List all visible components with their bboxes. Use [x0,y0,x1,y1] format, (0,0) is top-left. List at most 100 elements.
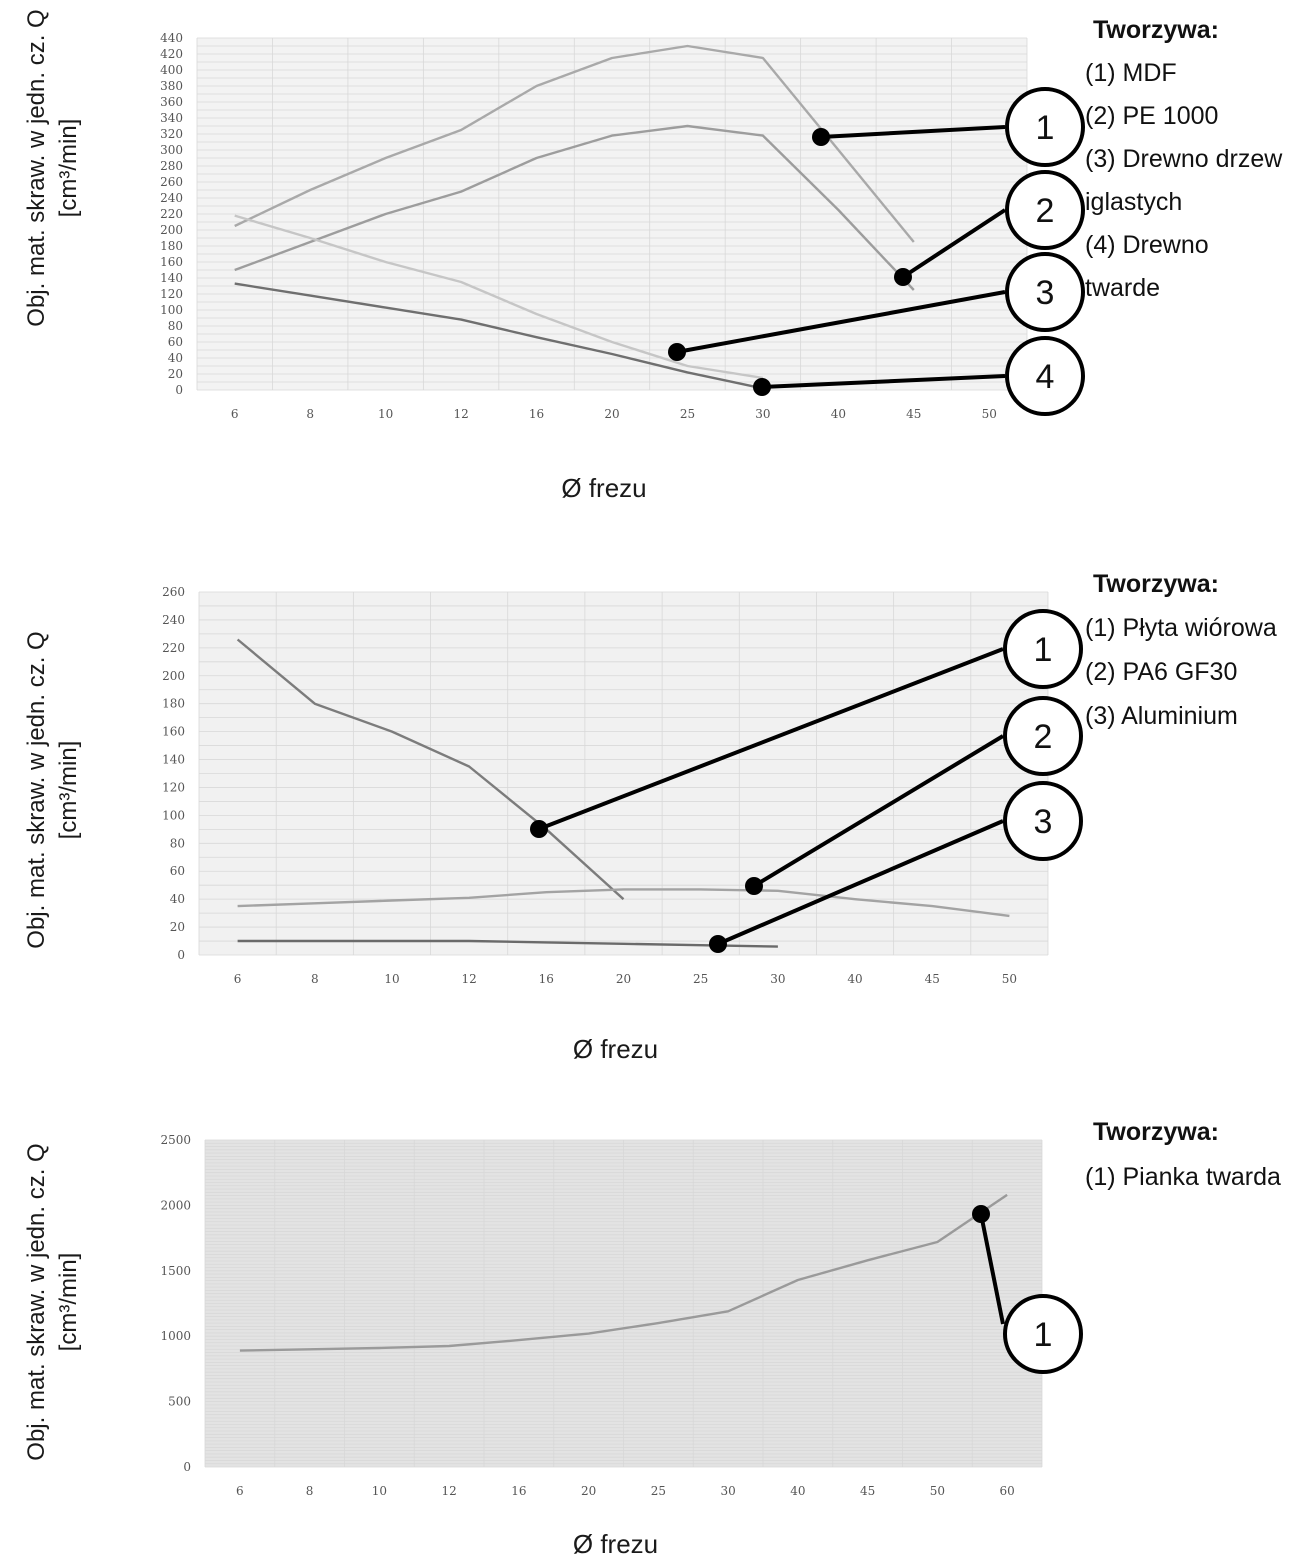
x-tick-label: 6 [234,972,242,986]
x-tick-label: 10 [384,972,399,986]
y-tick-label: 300 [160,143,183,157]
x-tick-label: 16 [511,1484,526,1498]
x-axis-label: Ø frezu [573,1529,658,1559]
x-tick-label: 30 [755,407,770,421]
x-tick-label: 40 [847,972,862,986]
y-tick-label: 380 [160,79,183,93]
legend-item: (1) Pianka twarda [1085,1163,1281,1191]
callout-number-4: 4 [1036,358,1055,396]
x-tick-label: 20 [581,1484,596,1498]
y-tick-label: 400 [160,63,183,77]
series-line-2 [234,124,915,291]
x-tick-label: 20 [604,407,619,421]
x-tick-label: 10 [372,1484,387,1498]
gridlines [204,1139,1043,1468]
callout-circle-3 [1005,252,1085,332]
y-tick-label: 500 [168,1395,191,1409]
y-tick-label: 20 [170,920,185,934]
x-tick-label: 45 [906,407,921,421]
series-line-1 [236,638,625,901]
y-tick-label: 1000 [160,1329,191,1343]
y-tick-label: 420 [160,47,183,61]
callout-circle-1 [1003,1294,1083,1374]
y-tick-label: 0 [183,1460,191,1474]
series-line-1 [234,44,915,243]
legend: Tworzywa: (1) MDF (2) PE 1000 (3) Drewno dr… [1085,16,1283,302]
legend-title: Tworzywa: [1093,570,1219,598]
y-tick-label: 180 [162,697,185,711]
x-tick-label: 40 [790,1484,805,1498]
callout-circle-4 [1005,336,1085,416]
y-tick-label: 160 [162,725,185,739]
chart-3: 0 500 1000 1500 2000 2500 6 8 10 12 16 20 25 30 40 45 50… [23,1118,1281,1559]
x-axis-label: Ø frezu [573,1034,658,1064]
series-line-4 [234,282,764,390]
y-tick-label: 180 [160,239,183,253]
y-axis-title: Obj. mat. skraw. w jedn. cz. Q [23,1143,50,1460]
y-tick-label: 440 [160,31,183,45]
callout-dot-4 [753,378,771,396]
x-tick-label: 50 [930,1484,945,1498]
y-tick-label: 140 [160,271,183,285]
callout-number-2: 2 [1034,718,1053,756]
y-tick-label: 20 [168,367,183,381]
callout-dot-2 [745,877,763,895]
x-tick-label: 16 [529,407,544,421]
y-tick-label: 200 [162,669,185,683]
x-tick-label: 25 [680,407,695,421]
y-tick-label: 160 [160,255,183,269]
legend-item: (4) Drewno [1085,231,1209,259]
y-axis-unit: [cm³/min] [55,119,82,218]
legend-item: twarde [1085,274,1160,302]
y-tick-label: 260 [162,585,185,599]
x-tick-label: 60 [999,1484,1014,1498]
y-tick-label: 220 [162,641,185,655]
x-tick-label: 8 [311,972,319,986]
legend-item: (2) PE 1000 [1085,102,1218,130]
callout-dot-1 [972,1205,990,1223]
callout-dot-2 [894,268,912,286]
y-axis-unit: [cm³/min] [55,741,82,840]
y-tick-label: 40 [168,351,183,365]
y-tick-label: 80 [168,319,183,333]
x-tick-label: 16 [539,972,554,986]
x-tick-label: 12 [453,407,468,421]
legend-item: (3) Drewno drzew [1085,145,1283,173]
x-tick-label: 25 [651,1484,666,1498]
callout-dot-3 [709,935,727,953]
callout-circle-3 [1003,781,1083,861]
callout-leader-1 [979,1213,1005,1325]
callout-leader-2 [752,734,1005,888]
y-axis-label: Obj. mat. skraw. w jedn. cz. Q [cm³/min] [23,631,82,948]
y-tick-label: 60 [168,335,183,349]
y-axis-title: Obj. mat. skraw. w jedn. cz. Q [23,631,50,948]
x-tick-label: 6 [231,407,239,421]
callout-circle-1 [1005,87,1085,167]
callout-dot-1 [530,820,548,838]
x-tick-label: 50 [982,407,997,421]
y-tick-label: 280 [160,159,183,173]
y-tick-label: 1500 [160,1264,191,1278]
x-tick-label: 8 [306,1484,314,1498]
x-tick-label: 25 [693,972,708,986]
y-axis-title: Obj. mat. skraw. w jedn. cz. Q [23,9,50,326]
callout-dot-1 [812,128,830,146]
x-tick-label: 45 [925,972,940,986]
y-axis-unit: [cm³/min] [55,1253,82,1352]
y-tick-label: 240 [162,613,185,627]
callout-leader-1 [820,125,1006,139]
x-tick-label: 40 [831,407,846,421]
y-tick-label: 240 [160,191,183,205]
x-tick-label: 8 [306,407,314,421]
chart-1: 0204060801001201401601802002202402602803… [23,9,1283,503]
x-tick-label: 10 [378,407,393,421]
legend-item: (1) MDF [1085,59,1177,87]
legend-item: iglastych [1085,188,1182,216]
callout-leader-3 [676,290,1006,354]
callout-circle-2 [1003,696,1083,776]
x-tick-label: 12 [441,1484,456,1498]
callout-circle-1 [1003,609,1083,689]
callout-leader-1 [538,647,1004,831]
